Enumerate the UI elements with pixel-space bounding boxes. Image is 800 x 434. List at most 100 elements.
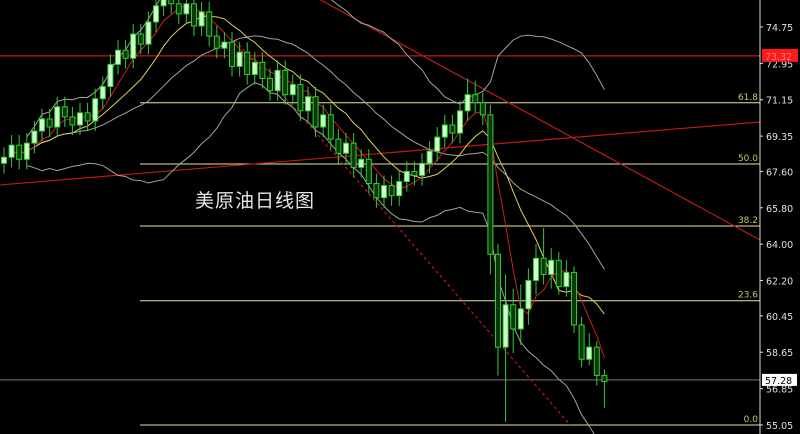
candle xyxy=(327,104,334,150)
candle xyxy=(8,135,15,168)
candle xyxy=(259,52,266,89)
candle-body xyxy=(221,41,228,49)
candle-body xyxy=(373,183,380,199)
candle xyxy=(312,86,319,138)
candle xyxy=(487,104,494,275)
candle xyxy=(31,120,38,154)
candle-body xyxy=(175,3,182,15)
candle-body xyxy=(449,124,456,134)
candle xyxy=(191,0,197,37)
candle-body xyxy=(365,158,372,185)
candle-body xyxy=(77,112,83,126)
candle xyxy=(107,54,114,97)
candle-body xyxy=(130,33,137,59)
candle xyxy=(289,74,296,105)
candle-body xyxy=(411,170,418,176)
candle-body xyxy=(578,324,585,360)
candle-body xyxy=(183,3,190,15)
candle xyxy=(555,252,562,295)
y-tick-label: 58.65 xyxy=(766,348,793,359)
candle-body xyxy=(358,158,365,168)
candle-body xyxy=(586,346,593,360)
candle-body xyxy=(39,118,45,132)
candle-body xyxy=(335,138,342,154)
candle-body xyxy=(571,271,577,326)
candle-body xyxy=(1,156,7,164)
bollinger-middle-band xyxy=(26,35,605,270)
candle-body xyxy=(31,130,38,144)
candle xyxy=(533,244,539,295)
y-tick-label: 65.80 xyxy=(766,204,793,215)
ma-slow-line xyxy=(11,15,605,315)
candle xyxy=(213,25,220,59)
candle-body xyxy=(137,33,144,45)
candle xyxy=(586,333,593,366)
candle-body xyxy=(153,5,159,23)
candle-body xyxy=(191,3,197,27)
fib-level-label: 50.0 xyxy=(738,154,758,164)
candle-body xyxy=(457,110,463,134)
candle-body xyxy=(388,185,395,197)
candle-body xyxy=(46,118,53,128)
candle-body xyxy=(563,271,570,288)
candle-body xyxy=(289,84,296,96)
candle xyxy=(130,23,137,69)
candle xyxy=(571,266,577,334)
candle xyxy=(381,175,387,208)
candle xyxy=(145,11,152,55)
candle-body xyxy=(236,51,243,67)
candle-body xyxy=(510,304,517,330)
y-tick-label: 60.45 xyxy=(766,312,793,323)
candle xyxy=(464,78,471,121)
candle xyxy=(305,86,311,121)
y-tick-label: 62.20 xyxy=(766,277,793,288)
y-tick-label: 69.35 xyxy=(766,132,793,143)
candle xyxy=(540,227,547,285)
candle-body xyxy=(16,144,23,160)
candle-body xyxy=(502,304,509,348)
candle xyxy=(441,114,448,148)
candle xyxy=(236,42,243,77)
candle xyxy=(479,92,486,125)
candle-body xyxy=(244,51,251,75)
candle-body xyxy=(540,257,547,275)
candle xyxy=(411,161,418,186)
candle-body xyxy=(426,150,433,164)
candle xyxy=(183,0,190,24)
candle-body xyxy=(350,142,357,168)
candle-body xyxy=(320,114,327,128)
y-tick-label: 71.15 xyxy=(766,96,793,107)
candle xyxy=(274,60,281,101)
candle xyxy=(578,316,585,368)
candle-body xyxy=(327,114,334,140)
candle-body xyxy=(160,0,167,7)
candle xyxy=(472,80,479,113)
candle xyxy=(198,1,205,37)
y-tick-label: 55.05 xyxy=(766,421,793,432)
candle xyxy=(403,161,410,192)
fib-level-label: 23.6 xyxy=(738,291,758,301)
candle xyxy=(23,133,30,170)
candle xyxy=(206,1,213,47)
candle xyxy=(593,341,600,386)
candle-body xyxy=(145,21,152,45)
candle xyxy=(297,74,304,121)
candle xyxy=(365,149,372,194)
candle-body xyxy=(213,35,220,49)
candle-body xyxy=(69,116,76,126)
candle xyxy=(373,173,380,208)
candle-body xyxy=(274,69,281,92)
candle-body xyxy=(396,181,403,197)
red-price-tag xyxy=(762,48,798,62)
candle-body xyxy=(297,84,304,112)
candle-body xyxy=(267,78,273,92)
candle-body xyxy=(54,106,61,128)
candle-body xyxy=(92,98,99,122)
candle-body xyxy=(229,41,235,67)
candle xyxy=(502,274,509,422)
candle xyxy=(388,175,395,206)
candle-body xyxy=(8,144,15,158)
candle xyxy=(601,369,608,408)
candle-body xyxy=(343,142,349,154)
candle-body xyxy=(312,96,319,128)
